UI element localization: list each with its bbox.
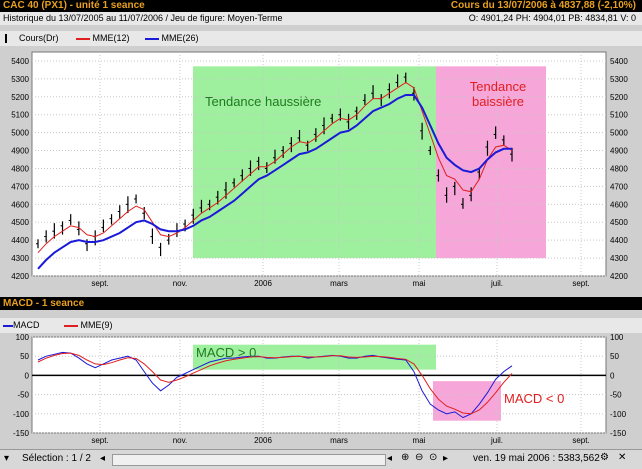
status-date: ven. 19 mai 2006 : 5383,562 [473,453,600,464]
red-line-icon [76,37,90,40]
y-tick-label-right: 4500 [610,218,628,227]
annotation-up-trend: Tendance haussière [205,94,321,109]
x-tick-label: mars [330,436,348,445]
info-bar: Historique du 13/07/2005 au 11/07/2006 /… [0,12,642,25]
x-tick-label: sept. [91,279,108,288]
macd-header-bar: MACD - 1 seance [0,297,642,310]
y-tick-label-left: 4800 [11,164,29,173]
y-tick-label-right: -150 [610,429,627,438]
y-tick-label-left: -50 [17,391,29,400]
x-tick-label: mai [413,436,426,445]
y-tick-label-left: 5400 [11,57,29,66]
x-tick-label: sept. [572,436,589,445]
x-tick-label: mai [413,279,426,288]
macd-legend-macd[interactable]: MACD [3,318,40,333]
price-chart[interactable]: 4200 4200 4300 4300 4400 4400 4500 4500 4600 4600… [0,46,642,296]
y-tick-label-left: 5100 [11,111,29,120]
up-trend-zone [193,66,436,259]
series-line-mme12 [37,81,513,254]
red-line-icon [64,324,78,327]
quote-text: Cours du 13/07/2006 à 4837,88 (-2,10%) [450,0,636,11]
x-tick-label: 2006 [254,436,272,445]
y-tick-label-left: 4500 [11,218,29,227]
macd-legend: MACD MME(9) [0,318,642,333]
y-tick-label-left: 50 [20,352,29,361]
header-bar: CAC 40 (PX1) - unité 1 seance Cours du 1… [0,0,642,12]
price-legend: Cours(Dr) MME(12) MME(26) [0,31,642,46]
blue-line-icon [145,37,159,40]
chevron-down-icon[interactable]: ▾ [4,453,10,464]
x-tick-label: sept. [91,436,108,445]
y-tick-label-left: 4300 [11,254,29,263]
y-tick-label-right: 5000 [610,129,628,138]
y-tick-label-left: 5200 [11,93,29,102]
y-tick-label-right: 100 [610,333,624,342]
price-legend-cours[interactable]: Cours(Dr) [5,31,59,46]
history-text: Historique du 13/07/2005 au 11/07/2006 /… [3,13,283,23]
x-tick-label: nov. [173,279,188,288]
y-tick-label-right: 4600 [610,200,628,209]
ohlc-text: O: 4901,24 PH: 4904,01 PB: 4834,81 V: 0 [468,13,636,23]
annotation-down-trend-1: Tendance [470,79,526,94]
y-tick-label-left: 4400 [11,236,29,245]
scroll-left-icon[interactable]: ◂ [100,453,106,464]
x-tick-label: mars [330,279,348,288]
y-tick-label-left: 5000 [11,129,29,138]
y-tick-label-right: 4800 [610,164,628,173]
price-legend-mme26[interactable]: MME(26) [145,31,199,46]
candle-icon [5,34,17,44]
y-tick-label-left: 4900 [11,147,29,156]
x-tick-label: nov. [173,436,188,445]
macd-chart[interactable]: -150 -150 -100 -100 -50 -50 0 0 50 50 100 100 sept. n… [0,333,642,448]
down-trend-zone [436,66,546,259]
y-tick-label-left: -150 [13,429,30,438]
scrollbar-track[interactable] [112,454,386,466]
y-tick-label-right: -100 [610,410,627,419]
y-tick-label-left: 4200 [11,272,29,281]
y-tick-label-left: 4600 [11,200,29,209]
y-tick-label-right: 50 [610,352,619,361]
x-tick-label: juil. [490,279,503,288]
y-tick-label-right: -50 [610,391,622,400]
y-tick-label-right: 4700 [610,182,628,191]
y-tick-label-left: -100 [13,410,30,419]
zoom-in-icon[interactable]: ⊕ [401,452,410,463]
selection-text: Sélection : 1 / 2 [22,453,91,464]
x-tick-label: juil. [490,436,503,445]
y-tick-label-left: 5300 [11,75,29,84]
series-line-mme9 [37,352,513,415]
y-tick-label-right: 0 [610,371,615,380]
macd-title: MACD - 1 seance [3,298,85,309]
y-tick-label-left: 100 [16,333,30,342]
y-tick-label-right: 5200 [610,93,628,102]
y-tick-label-left: 0 [25,371,30,380]
y-tick-label-right: 5400 [610,57,628,66]
chart-title: CAC 40 (PX1) - unité 1 seance [3,0,145,11]
x-tick-label: 2006 [254,279,272,288]
next-icon[interactable]: ▸ [443,453,449,464]
status-bar: Sélection : 1 / 2 ▾ ◂ ◂ ⊕ ⊖ ⊙ ▸ ven. 19 … [0,449,642,469]
y-tick-label-right: 5300 [610,75,628,84]
macd-legend-mme9[interactable]: MME(9) [64,318,113,333]
price-legend-mme12[interactable]: MME(12) [76,31,130,46]
settings-icon[interactable]: ⚙ [600,452,609,463]
y-tick-label-right: 4400 [610,236,628,245]
series-line-mme26 [37,94,512,270]
prev-icon[interactable]: ◂ [387,453,393,464]
y-tick-label-right: 5100 [610,111,628,120]
annotation-macd-positive: MACD > 0 [196,345,256,360]
y-tick-label-left: 4700 [11,182,29,191]
y-tick-label-right: 4900 [610,147,628,156]
blue-line-icon [3,324,13,327]
annotation-down-trend-2: baissière [472,94,524,109]
close-icon[interactable]: ✕ [618,452,627,463]
y-tick-label-right: 4200 [610,272,628,281]
x-tick-label: sept. [572,279,589,288]
annotation-macd-negative: MACD < 0 [504,391,564,406]
zoom-out-icon[interactable]: ⊖ [415,452,424,463]
zoom-reset-icon[interactable]: ⊙ [429,452,438,463]
y-tick-label-right: 4300 [610,254,628,263]
